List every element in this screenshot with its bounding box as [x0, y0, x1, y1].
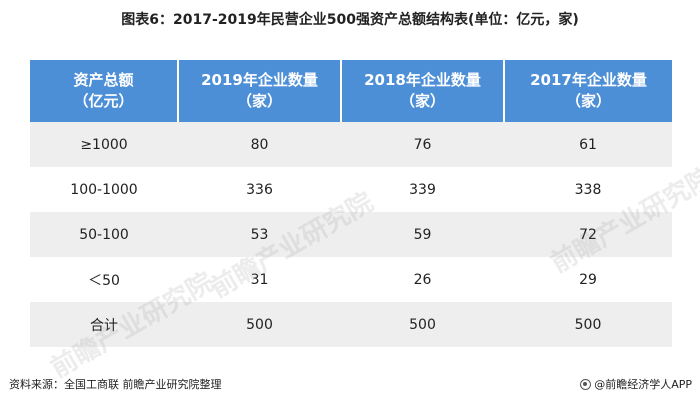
table-row: ＜50 31 26 29: [30, 257, 672, 302]
cell-2018: 339: [341, 167, 504, 212]
cell-2017: 72: [504, 212, 672, 257]
table-row: 50-100 53 59 72: [30, 212, 672, 257]
cell-2017: 338: [504, 167, 672, 212]
cell-2018: 500: [341, 302, 504, 347]
brand-logo-icon: [580, 378, 592, 390]
asset-structure-table: 资产总额 （亿元） 2019年企业数量 （家） 2018年企业数量 （家） 20…: [30, 60, 672, 347]
source-note: 资料来源：全国工商联 前瞻产业研究院整理: [9, 378, 222, 391]
cell-2019: 31: [178, 257, 341, 302]
header-asset-total: 资产总额 （亿元）: [30, 60, 179, 122]
header-unit: （家）: [236, 92, 282, 110]
table-header-row: 资产总额 （亿元） 2019年企业数量 （家） 2018年企业数量 （家） 20…: [30, 60, 672, 122]
header-unit: （家）: [399, 92, 445, 110]
header-line: 2018年企业数量: [364, 71, 481, 89]
table-row-total: 合计 500 500 500: [30, 302, 672, 347]
cell-asset-range: 100-1000: [30, 167, 178, 212]
header-2019-count: 2019年企业数量 （家）: [178, 60, 342, 122]
cell-2017: 500: [504, 302, 672, 347]
cell-2019: 500: [178, 302, 341, 347]
cell-2019: 80: [178, 122, 341, 167]
cell-asset-range: 合计: [30, 302, 178, 347]
cell-2017: 61: [504, 122, 672, 167]
cell-asset-range: 50-100: [30, 212, 178, 257]
cell-2018: 76: [341, 122, 504, 167]
cell-2019: 53: [178, 212, 341, 257]
brand-tag: @前瞻经济学人APP: [580, 376, 692, 392]
table-row: ≥1000 80 76 61: [30, 122, 672, 167]
header-line: 2019年企业数量: [201, 71, 318, 89]
header-unit: （家）: [565, 92, 611, 110]
cell-2018: 26: [341, 257, 504, 302]
cell-2018: 59: [341, 212, 504, 257]
cell-2019: 336: [178, 167, 341, 212]
footer: 资料来源：全国工商联 前瞻产业研究院整理 @前瞻经济学人APP: [0, 376, 700, 396]
header-unit: （亿元）: [73, 92, 134, 110]
brand-label: @前瞻经济学人APP: [594, 378, 692, 391]
cell-asset-range: ＜50: [30, 257, 178, 302]
chart-title: 图表6：2017-2019年民营企业500强资产总额结构表(单位：亿元，家): [121, 12, 579, 28]
header-line: 资产总额: [73, 71, 134, 89]
cell-2017: 29: [504, 257, 672, 302]
header-line: 2017年企业数量: [530, 71, 647, 89]
table-row: 100-1000 336 339 338: [30, 167, 672, 212]
cell-asset-range: ≥1000: [30, 122, 178, 167]
header-2018-count: 2018年企业数量 （家）: [341, 60, 505, 122]
header-2017-count: 2017年企业数量 （家）: [504, 60, 672, 122]
